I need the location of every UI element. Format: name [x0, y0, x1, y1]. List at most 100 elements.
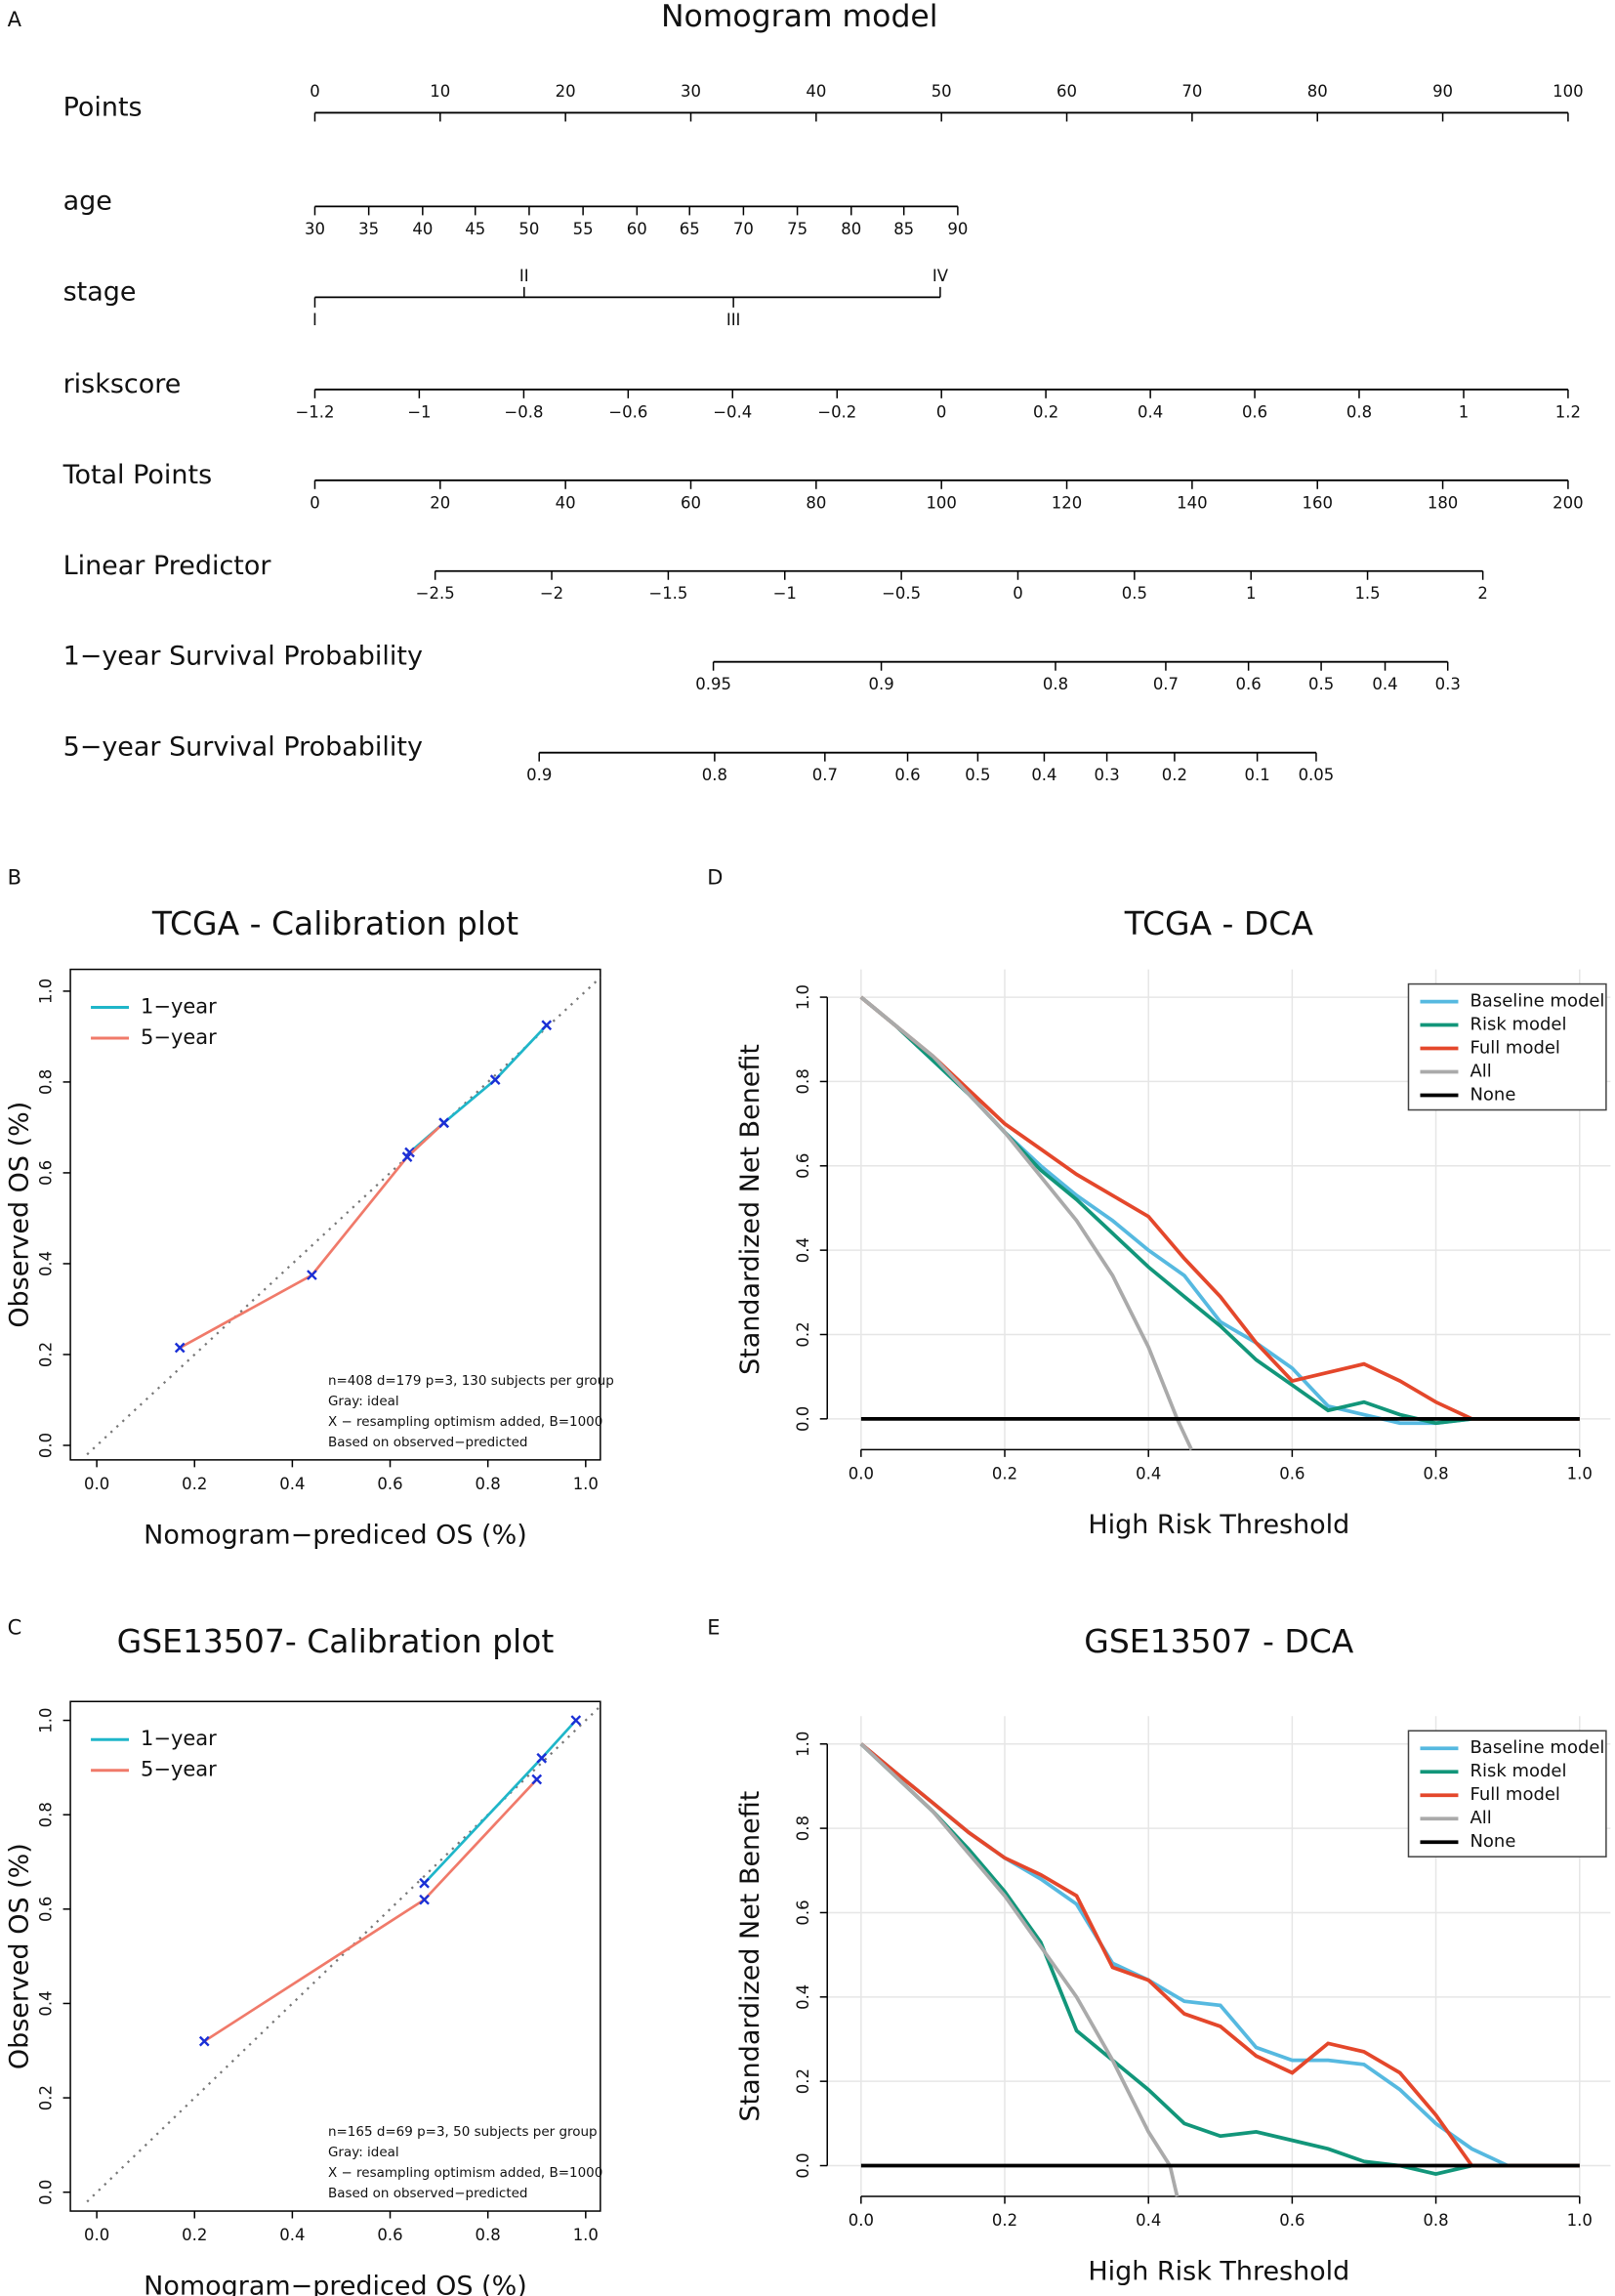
tick-label: IV [932, 267, 949, 285]
tick-label: 0.4 [1138, 402, 1163, 421]
x-tick-label: 0.6 [1279, 2211, 1304, 2230]
y-tick-label: 0.2 [794, 1321, 812, 1347]
y-tick-label: 0.8 [37, 1802, 56, 1827]
y-tick-label: 0.6 [37, 1897, 56, 1922]
note: n=408 d=179 p=3, 130 subjects per group [328, 1373, 614, 1389]
tick-label: 0.4 [1031, 766, 1056, 784]
x-tick-label: 0.4 [279, 1475, 305, 1493]
tick-label: 20 [430, 493, 450, 512]
tick-label: −0.5 [882, 584, 921, 603]
legend-label: Full model [1470, 1038, 1559, 1059]
tick-label: 0 [310, 493, 320, 512]
tick-label: 10 [430, 82, 450, 101]
series-line [859, 995, 1580, 1421]
tick-label: 60 [627, 220, 647, 238]
tick-label: 0.3 [1094, 766, 1119, 784]
x-tick-label: 0.6 [377, 2226, 402, 2244]
tick-label: 0.8 [1346, 402, 1372, 421]
tick-label: 0.1 [1245, 766, 1270, 784]
x-tick-label: 0.2 [182, 1475, 207, 1493]
x-axis-label: High Risk Threshold [1088, 1510, 1349, 1540]
tick-label: 40 [806, 82, 826, 101]
note: n=165 d=69 p=3, 50 subjects per group [328, 2124, 598, 2140]
panel-label: D [707, 866, 723, 890]
tick-label: −1 [773, 584, 797, 603]
y-tick-label: 0.0 [794, 1406, 812, 1432]
tick-label: 0.8 [702, 766, 727, 784]
y-axis-label: Observed OS (%) [5, 1102, 35, 1328]
tick-label: −0.6 [608, 402, 647, 421]
point-marker [198, 2035, 210, 2047]
point-marker [536, 1752, 548, 1764]
tick-label: −2.5 [416, 584, 455, 603]
legend-label: Baseline model [1470, 1737, 1604, 1758]
chart-title: TCGA - DCA [1124, 904, 1314, 942]
legend-label: Risk model [1470, 1761, 1566, 1781]
x-tick-label: 1.0 [1567, 2211, 1593, 2230]
series-line [423, 1719, 577, 1885]
row-label: age [63, 186, 112, 216]
y-tick-label: 0.4 [37, 1251, 56, 1276]
tick-label: 0.2 [1162, 766, 1187, 784]
tick-label: 0.5 [1308, 675, 1334, 693]
y-tick-label: 0.6 [794, 1153, 812, 1179]
tick-label: 30 [681, 82, 701, 101]
x-tick-label: 0.4 [1136, 2211, 1161, 2230]
note: Gray: ideal [328, 2145, 399, 2160]
tick-label: 85 [893, 220, 914, 238]
tick-label: 0.6 [1236, 675, 1262, 693]
y-tick-label: 0.4 [37, 1990, 56, 2016]
legend-label: 1−year [141, 1727, 217, 1750]
x-tick-label: 0.0 [849, 1464, 874, 1482]
tick-label: 35 [358, 220, 379, 238]
y-tick-label: 1.0 [37, 1707, 56, 1732]
x-tick-label: 0.0 [84, 1475, 109, 1493]
chart-title: TCGA - Calibration plot [151, 904, 518, 942]
tick-label: 70 [733, 220, 754, 238]
tick-label: −0.2 [817, 402, 856, 421]
tick-label: 100 [926, 493, 956, 512]
tick-label: 0.9 [868, 675, 893, 693]
y-tick-label: 0.8 [794, 1068, 812, 1094]
tick-label: −1.5 [648, 584, 687, 603]
tick-label: 70 [1181, 82, 1202, 101]
x-tick-label: 0.0 [84, 2226, 109, 2244]
tick-label: 0.3 [1435, 675, 1461, 693]
tick-label: 1 [1459, 402, 1470, 421]
legend-label: All [1470, 1808, 1491, 1828]
tick-label: 30 [305, 220, 325, 238]
tick-label: 200 [1553, 493, 1583, 512]
tick-label: 0.05 [1299, 766, 1335, 784]
y-tick-label: 0.2 [794, 2068, 812, 2094]
row-label: 1−year Survival Probability [63, 642, 423, 672]
tick-label: 0.95 [695, 675, 731, 693]
y-tick-label: 0.6 [37, 1160, 56, 1186]
point-marker [401, 1151, 413, 1163]
x-tick-label: 0.2 [992, 2211, 1017, 2230]
tick-label: 0.9 [526, 766, 552, 784]
legend-label: None [1470, 1831, 1515, 1852]
tick-label: 0.5 [1122, 584, 1147, 603]
note: X − resampling optimism added, B=1000 [328, 1414, 602, 1430]
point-marker [174, 1342, 186, 1354]
note: Gray: ideal [328, 1394, 399, 1409]
point-marker [570, 1715, 582, 1726]
y-tick-label: 0.0 [37, 1433, 56, 1458]
tick-label: 55 [573, 220, 594, 238]
chart-title: Nomogram model [661, 0, 938, 34]
tick-label: 1.2 [1555, 402, 1581, 421]
note: Based on observed−predicted [328, 1435, 528, 1450]
legend-label: All [1470, 1062, 1491, 1082]
point-marker [419, 1877, 430, 1889]
y-tick-label: 0.0 [37, 2180, 56, 2205]
tick-label: 2 [1477, 584, 1488, 603]
row-label: 5−year Survival Probability [63, 732, 423, 763]
legend-label: Full model [1470, 1784, 1559, 1805]
x-tick-label: 0.8 [1423, 2211, 1448, 2230]
tick-label: 90 [1432, 82, 1453, 101]
panel-label: B [8, 866, 21, 890]
tick-label: I [312, 311, 317, 329]
x-tick-label: 0.8 [1423, 1464, 1448, 1482]
point-marker [307, 1270, 317, 1280]
chart-title: GSE13507 - DCA [1084, 1622, 1353, 1660]
